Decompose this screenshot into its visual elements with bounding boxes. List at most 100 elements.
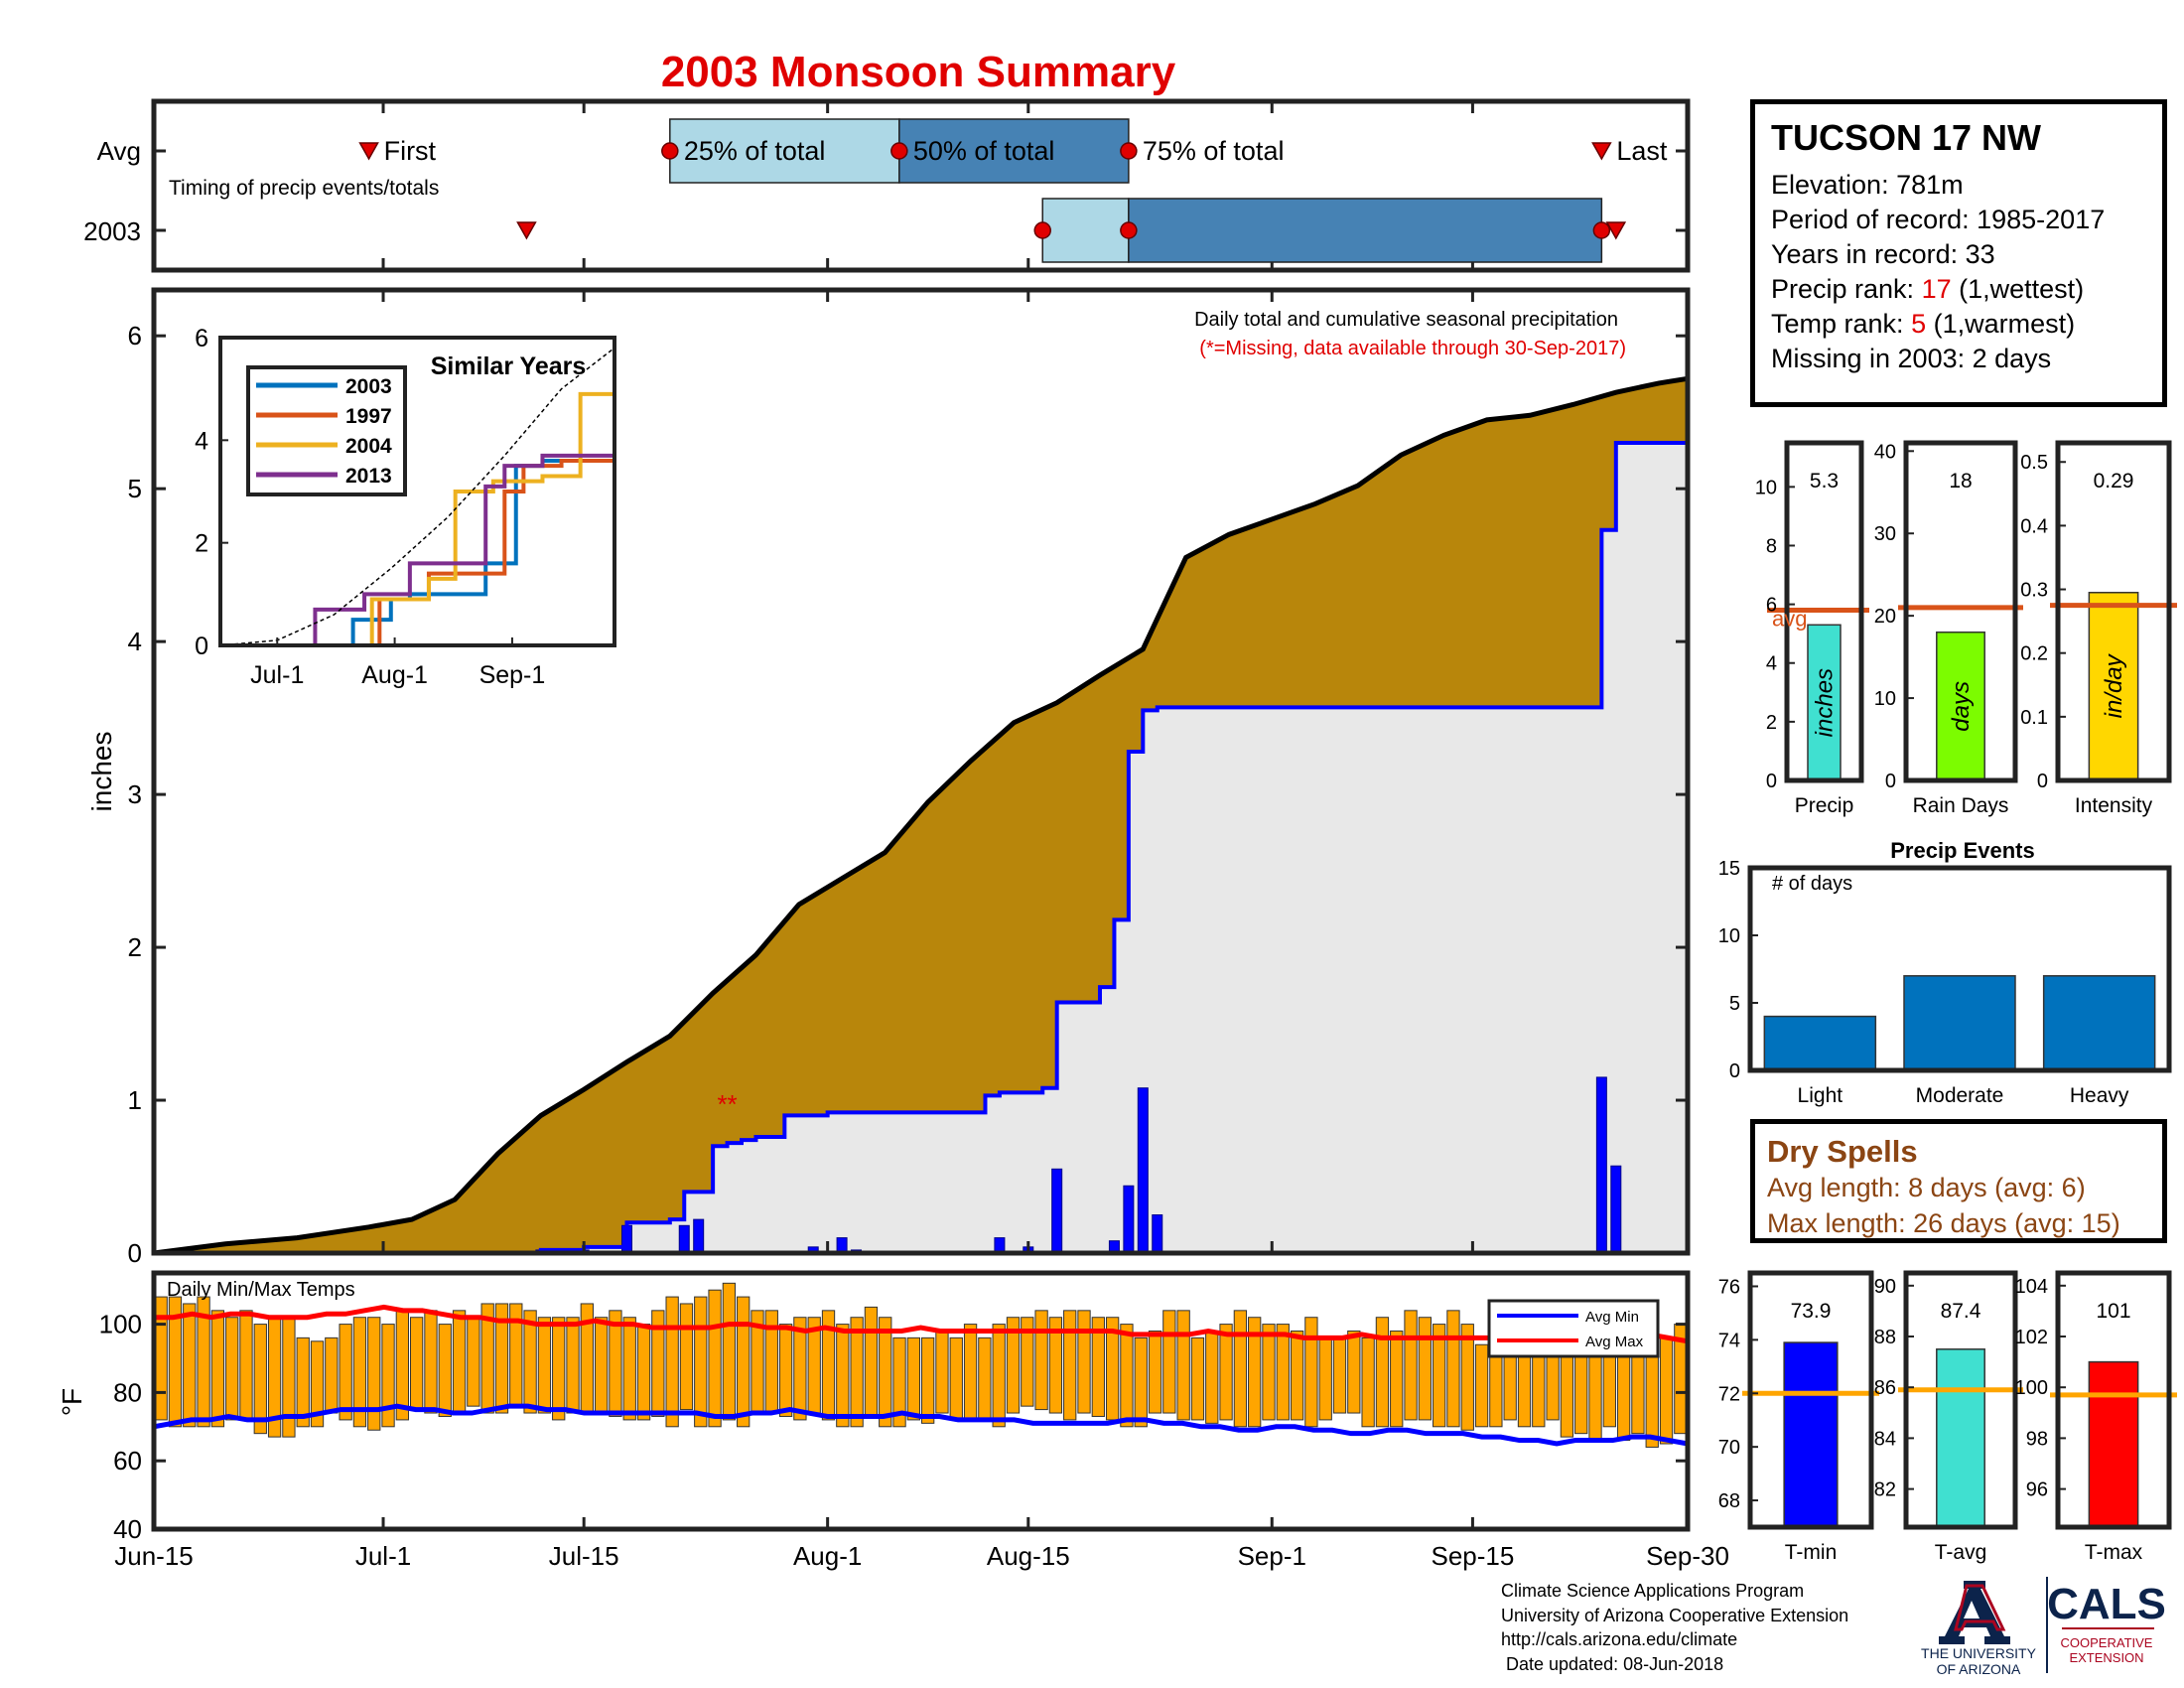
page-title: 2003 Monsoon Summary bbox=[660, 48, 1176, 96]
summary-panel-t-max: 96 98 100 102 104 101 T-max bbox=[2015, 1270, 2177, 1564]
summary-y-tick-label: 74 bbox=[1718, 1330, 1740, 1351]
legend-avg-min-label: Avg Min bbox=[1585, 1309, 1639, 1326]
temp-bar bbox=[622, 1317, 636, 1421]
timing-p75-label: 75% of total bbox=[1143, 136, 1285, 166]
quartile-marker bbox=[661, 142, 679, 160]
temp-bar bbox=[480, 1303, 494, 1414]
temp-bar bbox=[1460, 1324, 1474, 1431]
main-annotation-missing: (*=Missing, data available through 30-Se… bbox=[1199, 338, 1626, 359]
events-frame bbox=[1747, 865, 2172, 1073]
footer-line4: Date updated: 08-Jun-2018 bbox=[1501, 1653, 1724, 1674]
events-bar bbox=[1903, 975, 2016, 1071]
events-category-label: Heavy bbox=[2070, 1084, 2129, 1107]
temp-bar bbox=[694, 1296, 708, 1428]
daily-precip-bar bbox=[1137, 1087, 1149, 1254]
main-frame bbox=[151, 287, 1691, 1256]
temp-bar bbox=[438, 1324, 452, 1417]
temp-bar bbox=[467, 1317, 480, 1407]
date-x-tick-label: Sep-15 bbox=[1431, 1541, 1514, 1571]
summary-value-text: 18 bbox=[1949, 470, 1972, 492]
events-bar bbox=[1763, 1015, 1877, 1071]
daily-precip-bar bbox=[678, 1224, 690, 1254]
summary-y-tick-label: 70 bbox=[1718, 1437, 1740, 1459]
summary-panel-t-avg: 82 84 86 88 90 87.4 T-avg bbox=[1874, 1270, 2023, 1564]
summary-y-tick-label: 0 bbox=[1885, 771, 1896, 792]
temp-bar bbox=[168, 1296, 183, 1428]
temp-bar bbox=[1659, 1336, 1674, 1445]
timing-p50-label: 50% of total bbox=[913, 136, 1055, 166]
temp-bar bbox=[836, 1324, 850, 1428]
temp-bar bbox=[210, 1310, 225, 1428]
summary-y-tick-label: 0.2 bbox=[2020, 643, 2048, 665]
summary-y-tick-label: 100 bbox=[2015, 1377, 2048, 1399]
timing-first-label: First bbox=[384, 136, 437, 166]
main-y-tick-label: 0 bbox=[128, 1238, 142, 1268]
temp-rank-suffix: (1,warmest) bbox=[1926, 309, 2076, 339]
temp-bar bbox=[424, 1310, 438, 1414]
summary-unit-text: in/day bbox=[2101, 652, 2127, 718]
summary-y-tick-label: 86 bbox=[1874, 1377, 1896, 1399]
summary-panel-t-min: 68 70 72 74 76 73.9 T-min bbox=[1718, 1270, 1879, 1564]
temp-bar bbox=[325, 1336, 339, 1414]
summary-panel-frame bbox=[1903, 1270, 2018, 1530]
summary-y-tick-label: 0.3 bbox=[2020, 580, 2048, 602]
summary-panel-label: T-avg bbox=[1935, 1541, 1987, 1564]
ua-logo-a-inner bbox=[1964, 1601, 1979, 1618]
temp-bar bbox=[1162, 1310, 1176, 1414]
main-y-label: inches bbox=[86, 732, 117, 812]
temp-bar bbox=[679, 1303, 694, 1411]
date-x-tick-label: Sep-1 bbox=[1238, 1541, 1306, 1571]
station-info-box: TUCSON 17 NW Elevation: 781m Period of r… bbox=[1750, 99, 2167, 407]
inset-x-tick-label: Sep-1 bbox=[479, 661, 546, 689]
summary-y-tick-label: 72 bbox=[1718, 1383, 1740, 1405]
temp-bar bbox=[1446, 1310, 1460, 1428]
temp-bar bbox=[552, 1317, 566, 1421]
summary-y-tick-label: 0.4 bbox=[2020, 515, 2048, 537]
main-y-ticks: 0 1 2 3 4 5 6 bbox=[128, 290, 1690, 1268]
summary-y-tick-label: 0.1 bbox=[2020, 707, 2048, 729]
temp-bar bbox=[1006, 1317, 1021, 1414]
inset-legend-label: 1997 bbox=[345, 405, 392, 428]
temp-bar bbox=[722, 1282, 737, 1421]
cumulative-precip-chart: 0 1 2 3 4 5 6 Daily total and cumulative seaso… bbox=[86, 287, 1691, 1268]
station-name: TUCSON 17 NW bbox=[1771, 117, 2042, 158]
summary-value-bar bbox=[1807, 624, 1842, 781]
summary-panel-frame bbox=[1784, 440, 1864, 783]
summary-panel-frame bbox=[1903, 440, 2018, 783]
temp-bar bbox=[239, 1310, 253, 1421]
daily-temps-chart: 40 60 80 100 Jun-15 Jul-1 Jul-15 Aug-1 Aug-15 Se… bbox=[57, 1270, 1729, 1571]
summary-panel-precip: 0 2 4 6 8 10 5.3 Precip inches avg bbox=[1755, 440, 1869, 817]
timing-panel: Avg 2003 Timing of precip events/totals … bbox=[83, 98, 1691, 273]
summary-y-tick-label: 4 bbox=[1766, 653, 1777, 675]
main-y-tick-label: 6 bbox=[128, 321, 142, 351]
summary-value-bar bbox=[2088, 592, 2139, 781]
main-y-tick-label: 4 bbox=[128, 627, 142, 656]
daily-precip-bar bbox=[693, 1218, 705, 1254]
summary-unit-text: days bbox=[1948, 681, 1975, 732]
temp-bar bbox=[310, 1340, 325, 1428]
dry-spells-title: Dry Spells bbox=[1767, 1134, 1918, 1169]
avg-min-line bbox=[153, 1403, 1689, 1447]
temp-y-tick-label: 80 bbox=[113, 1377, 142, 1407]
events-y-tick-label: 5 bbox=[1729, 993, 1740, 1015]
quartile-box-early bbox=[1041, 198, 1130, 263]
quartile-box-late bbox=[1128, 198, 1603, 263]
inset-avg-line bbox=[219, 347, 615, 646]
ua-logo-line1: THE UNIVERSITY bbox=[1921, 1645, 2037, 1661]
summary-y-tick-label: 6 bbox=[1766, 595, 1777, 617]
quartile-marker bbox=[1033, 221, 1051, 239]
temp-bar bbox=[1105, 1317, 1120, 1421]
ua-logo-a-red bbox=[1954, 1584, 2006, 1631]
temp-y-tick-label: 100 bbox=[99, 1310, 142, 1339]
inset-frame bbox=[218, 336, 616, 647]
temp-bar bbox=[1390, 1330, 1404, 1428]
temp-bar bbox=[879, 1317, 892, 1428]
temp-bar bbox=[992, 1324, 1006, 1428]
station-temp-rank: Temp rank: 5 (1,warmest) bbox=[1771, 307, 2146, 342]
precip-rank-value: 17 bbox=[1921, 274, 1952, 304]
precip-rank-prefix: Precip rank: bbox=[1771, 274, 1922, 304]
temp-bar bbox=[452, 1310, 467, 1414]
temp-bar bbox=[1418, 1317, 1433, 1421]
